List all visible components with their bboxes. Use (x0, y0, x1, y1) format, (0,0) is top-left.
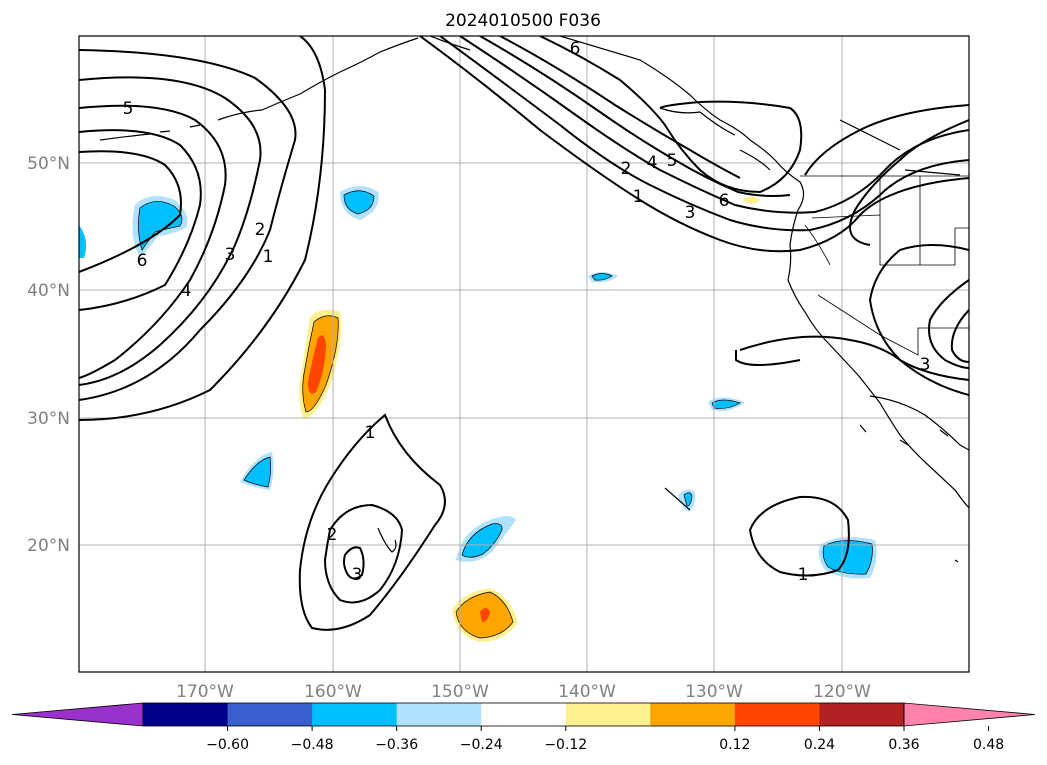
contour-label: 2 (255, 220, 266, 240)
shaded-fields (79, 186, 877, 642)
contour-label: 3 (352, 565, 363, 585)
contour-label: 2 (327, 525, 338, 545)
longitude-labels: 170°W 160°W 150°W 140°W 130°W 120°W (176, 682, 871, 702)
latitude-labels: 50°N 40°N 30°N 20°N (27, 154, 70, 556)
lat-label: 40°N (27, 281, 70, 301)
colorbar-segment (143, 703, 229, 726)
contour-label: 3 (685, 203, 696, 223)
colorbar-tick-label: −0.12 (544, 737, 587, 753)
contour-label: 1 (263, 247, 274, 267)
contour-label: 6 (719, 191, 730, 211)
lon-label: 150°W (431, 682, 489, 702)
contour-labels: 5 6 4 3 2 1 6 2 4 5 1 3 6 1 2 3 3 1 (123, 39, 931, 585)
contour-label: 5 (667, 151, 678, 171)
colorbar-segment (227, 703, 313, 726)
colorbar-extend-high (903, 702, 1036, 727)
colorbar-segment (734, 703, 820, 726)
colorbar-tick-label: 0.36 (888, 737, 919, 753)
lon-label: 140°W (558, 682, 616, 702)
shade-outlines (138, 190, 873, 639)
colorbar-tick-label: −0.60 (206, 737, 249, 753)
contour-label: 3 (225, 245, 236, 265)
lon-label: 120°W (813, 682, 871, 702)
colorbar-tick-label: −0.36 (375, 737, 418, 753)
colorbar-tick-label: 0.12 (719, 737, 750, 753)
shade-red-orange (308, 335, 326, 394)
contour-label: 3 (920, 355, 931, 375)
lat-label: 20°N (27, 536, 70, 556)
contour-label: 4 (647, 153, 658, 173)
contour-label: 1 (365, 423, 376, 443)
colorbar-segment (396, 703, 482, 726)
colorbar-segment (819, 703, 905, 726)
contour-label: 4 (181, 281, 192, 301)
colorbar-tick-label: −0.24 (460, 737, 503, 753)
contour-label: 1 (633, 187, 644, 207)
shade-blue (344, 190, 374, 214)
shade-blue (79, 225, 87, 258)
lon-label: 170°W (176, 682, 234, 702)
colorbar-extend-low (11, 702, 144, 727)
colorbar: −0.60 −0.48 −0.36 −0.24 −0.12 0.12 0.24 0.36 0.4… (11, 702, 1036, 753)
colorbar-tick-label: −0.48 (291, 737, 334, 753)
contour-label: 6 (137, 251, 148, 271)
contour-label: 2 (621, 159, 632, 179)
lon-label: 160°W (304, 682, 362, 702)
map-panel: 5 6 4 3 2 1 6 2 4 5 1 3 6 1 2 3 3 1 (79, 36, 969, 672)
map-title: 2024010500 F036 (445, 11, 601, 31)
colorbar-segment (312, 703, 398, 726)
colorbar-tick-label: 0.48 (973, 737, 1004, 753)
colorbar-segment (481, 703, 567, 726)
colorbar-segment (565, 703, 651, 726)
contour-label: 6 (570, 39, 581, 59)
lat-label: 30°N (27, 409, 70, 429)
lat-label: 50°N (27, 154, 70, 174)
contour-label: 1 (798, 565, 809, 585)
map-frame (78, 35, 970, 673)
colorbar-tick-label: 0.24 (804, 737, 835, 753)
contour-label: 5 (123, 99, 134, 119)
contour-lines (79, 36, 969, 631)
colorbar-segment (650, 703, 736, 726)
lon-label: 130°W (685, 682, 743, 702)
